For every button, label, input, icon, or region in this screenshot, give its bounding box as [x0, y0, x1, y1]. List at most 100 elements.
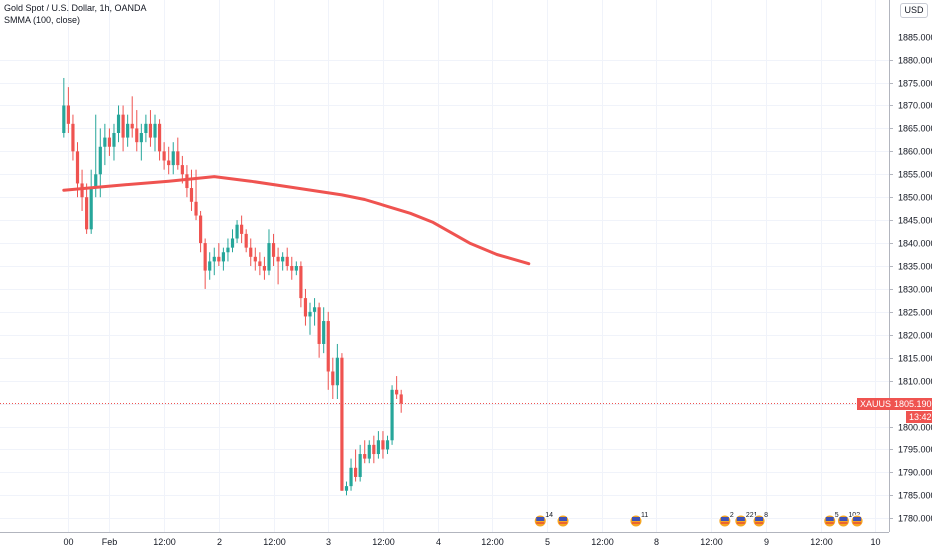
candle-down	[85, 183, 89, 234]
candle-body	[276, 256, 280, 262]
candle-body	[94, 174, 98, 189]
candle-down	[276, 247, 280, 285]
x-tick-label: 12:00	[372, 537, 395, 547]
candle-body	[322, 321, 326, 344]
smma-line	[62, 175, 531, 266]
event-marker: 5	[823, 512, 839, 528]
candle-body	[66, 105, 70, 124]
indicator-label[interactable]: SMMA (100, close)	[4, 15, 81, 25]
candle-down	[317, 302, 321, 358]
candle-body	[385, 440, 390, 450]
candle-up	[281, 252, 285, 271]
candle-body	[98, 146, 102, 175]
candle-body	[212, 256, 216, 262]
candle-down	[135, 110, 139, 152]
candle-body	[317, 307, 321, 344]
y-tick-label: 1840.000	[898, 239, 932, 249]
candle-body	[203, 243, 207, 271]
flag-canton	[755, 517, 764, 521]
candle-body	[116, 114, 121, 133]
flag-canton	[853, 517, 862, 521]
x-tick-label: 5	[545, 537, 550, 547]
candle-down	[249, 238, 253, 266]
price-axis[interactable]: 1780.000 1785.000 1790.000 1795.000 1800.000…	[889, 33, 932, 524]
event-marker: 2	[718, 512, 734, 528]
candle-down	[381, 431, 385, 459]
candle-up	[349, 458, 353, 491]
flag-canton	[825, 517, 834, 521]
y-tick-label: 1825.000	[898, 308, 932, 318]
candle-body	[290, 266, 294, 271]
candle-up	[335, 343, 339, 399]
candle-up	[358, 444, 362, 482]
candle-down	[354, 449, 358, 482]
candle-up	[376, 431, 380, 459]
candle-body	[208, 261, 212, 271]
candle-up	[308, 302, 312, 335]
flag-canton	[559, 517, 568, 521]
candle-body	[75, 151, 80, 184]
candle-body	[376, 440, 380, 455]
candle-body	[130, 123, 134, 129]
candle-up	[322, 307, 326, 354]
candle-up	[94, 114, 98, 198]
y-tick-label: 1820.000	[898, 331, 932, 341]
x-tick-label: 12:00	[700, 537, 723, 547]
candle-body	[226, 247, 230, 253]
chart-legend: Gold Spot / U.S. Dollar, 1h, OANDA SMMA …	[4, 2, 147, 26]
candle-down	[66, 87, 70, 133]
y-tick-label: 1785.000	[898, 491, 932, 501]
event-marker: 11	[629, 512, 648, 528]
candle-up	[267, 229, 271, 276]
candle-down	[217, 243, 221, 266]
candle-down	[185, 165, 189, 198]
candle-down	[326, 311, 330, 390]
y-tick-label: 1880.000	[898, 56, 932, 66]
candle-body	[354, 467, 358, 477]
candle-up	[221, 247, 225, 271]
candle-body	[148, 123, 153, 138]
candle-body	[253, 256, 257, 262]
candle-body	[331, 371, 335, 386]
y-tick-label: 1810.000	[898, 377, 932, 387]
economic-events: 1411222185102	[533, 512, 864, 528]
candle-up	[294, 261, 298, 276]
x-tick-label: Feb	[102, 537, 118, 547]
candle-body	[312, 307, 317, 312]
candle-down	[399, 389, 403, 413]
candle-up	[171, 142, 175, 175]
candle-down	[290, 256, 294, 280]
time-axis[interactable]: 00 Feb 12:00 2 12:00 3 12:00 4 12:00 5 12:00 8 12:00…	[63, 537, 880, 547]
candle-down	[107, 128, 112, 156]
candle-body	[340, 357, 344, 491]
y-tick-label: 1830.000	[898, 285, 932, 295]
last-price-label: 1805.190	[891, 397, 932, 410]
candle-down	[303, 288, 308, 326]
candle-body	[185, 174, 189, 189]
candle-body	[112, 133, 116, 147]
x-tick-label: 8	[654, 537, 659, 547]
candle-down	[299, 261, 303, 308]
y-tick-label: 1870.000	[898, 101, 932, 111]
candle-body	[299, 266, 303, 299]
symbol-title[interactable]: Gold Spot / U.S. Dollar, 1h, OANDA	[4, 3, 147, 13]
candle-body	[157, 123, 162, 152]
candle-up	[126, 114, 130, 147]
currency-button[interactable]: USD	[900, 3, 928, 18]
candle-up	[139, 123, 143, 161]
x-tick-label: 12:00	[810, 537, 833, 547]
candle-up	[208, 252, 212, 280]
flag-canton	[736, 517, 745, 521]
event-count-label: 11	[641, 512, 648, 519]
candle-body	[294, 266, 298, 271]
x-tick-label: 9	[764, 537, 769, 547]
y-tick-label: 1835.000	[898, 262, 932, 272]
candle-body	[62, 105, 66, 133]
candle-down	[198, 210, 203, 253]
candle-body	[217, 256, 221, 262]
candle-body	[235, 224, 239, 239]
candle-up	[235, 220, 239, 244]
candle-body	[135, 128, 139, 143]
event-marker	[850, 514, 864, 528]
